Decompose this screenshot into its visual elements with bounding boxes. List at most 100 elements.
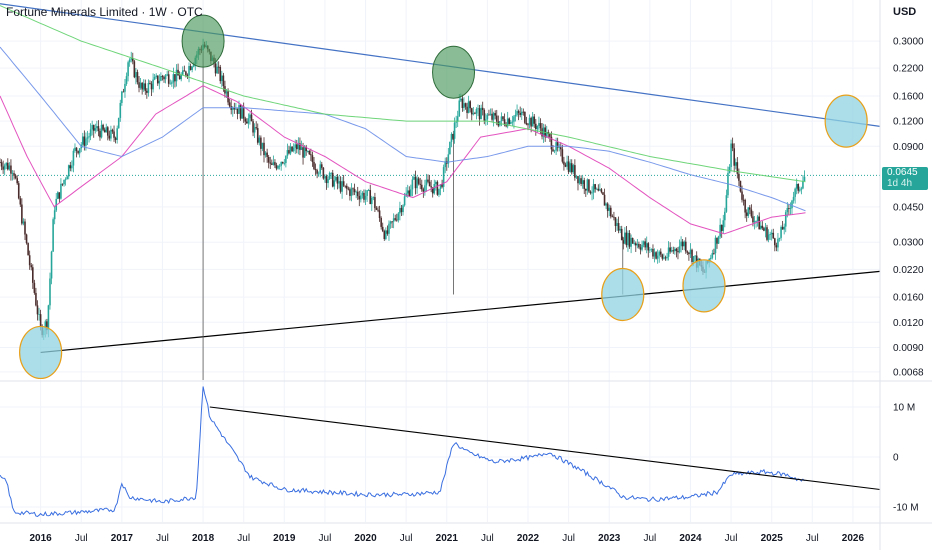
candle-body [92,125,95,131]
y-tick-label: 0.2200 [893,64,924,75]
candle-body [778,237,781,239]
candle-body [577,176,579,184]
x-tick-label: 2016 [29,533,52,544]
candle-body [619,228,621,231]
candle-body [581,180,584,185]
candle-body [325,176,328,184]
candle-body [652,248,654,257]
candle-body [731,143,734,149]
candle-body [714,237,717,254]
candle-body [192,64,195,67]
candle-body [7,162,9,170]
candle-body [99,131,101,138]
candle-body [800,188,803,190]
currency-label[interactable]: USD [893,6,917,18]
y-tick-label: 0.0160 [893,293,924,304]
candle-body [14,175,17,179]
x-tick-label: 2022 [517,533,540,544]
candle-body [400,207,403,213]
candle-body [772,232,775,239]
candle-body [433,183,436,194]
candle-body [327,178,329,184]
candle-body [86,137,89,139]
candle-body [541,128,543,137]
candle-body [89,129,92,137]
candle-body [508,118,511,124]
candle-body [375,208,378,210]
sub-y-tick-label: -10 M [893,503,919,514]
candle-body [75,147,78,151]
candle-body [64,179,67,181]
candle-body [594,184,596,190]
candle-body [71,165,73,169]
candle-body [416,178,418,189]
candle-body [253,127,256,133]
chart-title: Fortune Minerals Limited · 1W · OTC [6,5,203,19]
candle-body [378,210,381,219]
candle-body [591,192,593,194]
candle-body [625,232,628,246]
candle-body [763,228,765,231]
candle-body [739,180,742,192]
candle-body [458,100,461,117]
candle-body [267,156,270,163]
candle-body [97,126,100,132]
candle-body [525,122,528,125]
candle-body [78,148,81,154]
candle-body [174,74,176,82]
top-marker-circle [432,45,476,99]
candle-body [461,98,464,108]
candle-body [258,137,261,143]
candle-body [133,61,136,78]
candle-body [152,79,154,90]
x-tick-label: Jul [400,533,413,544]
bottom-marker-circle [19,325,63,380]
candle-body [622,240,625,244]
candle-body [502,116,504,120]
candle-body [578,178,581,184]
candle-body [450,133,453,142]
candle-body [69,165,72,169]
candle-body [527,124,529,126]
candle-body [392,218,395,222]
candle-body [422,189,425,192]
candle-body [464,103,467,107]
candle-body [436,181,439,195]
candle-body [91,125,93,130]
candle-body [25,234,28,244]
candle-body [633,243,636,245]
candle-body [250,114,253,122]
last-price-value: 0.0645 [887,167,918,178]
candle-body [388,223,390,234]
candle-body [616,223,618,227]
candle-body [281,162,284,164]
candle-body [563,161,565,165]
candle-body [124,83,126,92]
candle-body [217,66,220,68]
candle-body [221,75,223,82]
trendline [40,270,881,354]
candle-body [180,74,183,80]
candle-body [366,190,368,196]
candle-body [599,189,601,191]
candle-body [283,163,286,164]
candle-body [592,184,595,193]
candle-body [113,131,115,138]
x-tick-label: Jul [806,533,819,544]
candle-body [117,117,120,129]
candle-body [545,132,548,138]
candle-body [164,75,167,80]
candle-body [558,147,561,149]
candle-body [747,207,750,216]
candle-body [36,305,39,315]
candle-body [794,188,796,197]
candle-body [30,265,33,268]
candle-body [488,114,490,116]
top-marker-circle [181,14,225,68]
candle-body [305,146,307,152]
candle-body [166,74,168,76]
candle-body [44,321,47,331]
candle-body [47,305,50,331]
candle-body [320,164,323,168]
